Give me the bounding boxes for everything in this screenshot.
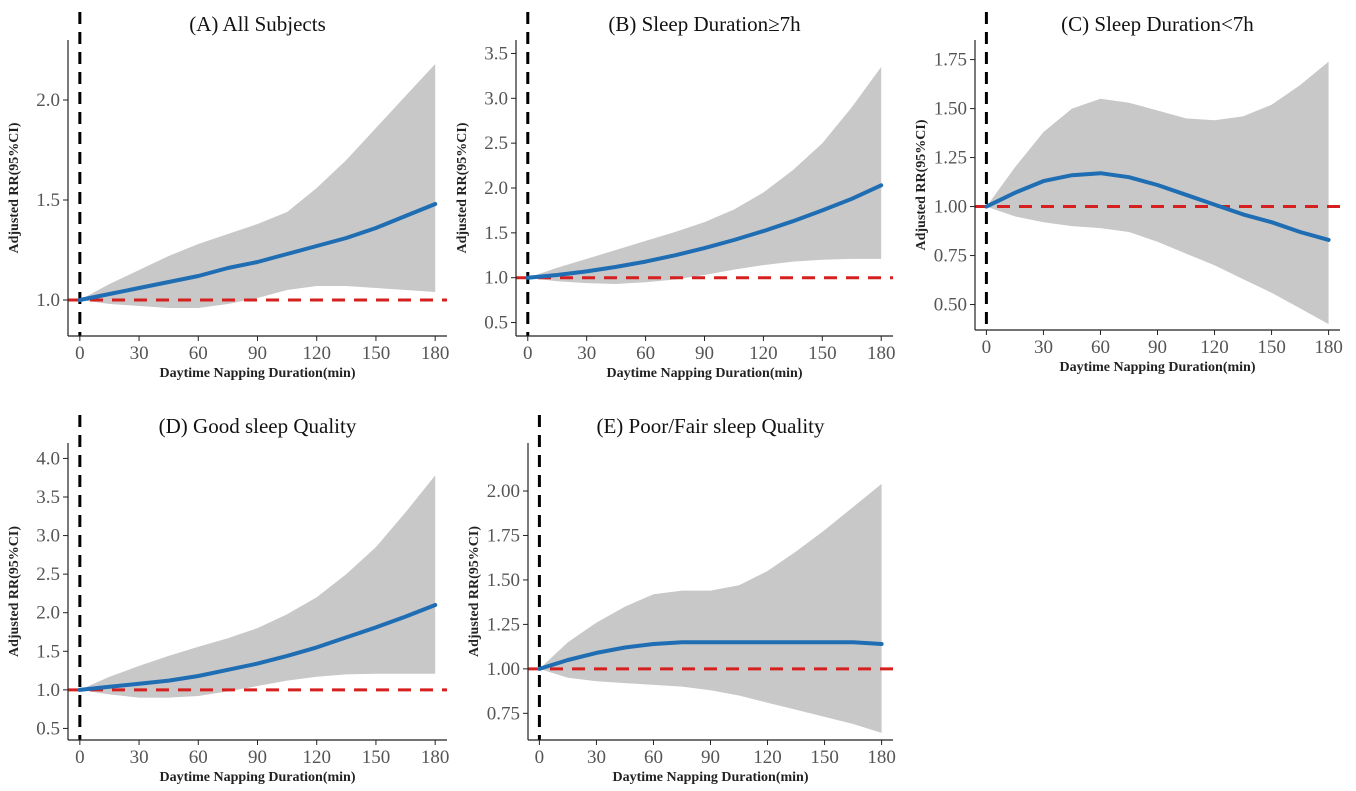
x-tick-label: 180 [867,747,896,768]
x-tick-label: 60 [189,747,208,768]
y-tick-label: 1.00 [487,659,520,680]
y-axis-label: Adjusted RR(95%CI) [467,526,482,657]
estimate-line [77,202,438,302]
panel-d: 0 30 60 90 120 150 180 0.5 1.0 1.5 2.0 2.5 3.0 3.5 4.0… [7,414,449,785]
x-tick-label: 0 [75,343,85,364]
confidence-band [79,64,436,308]
x-axis-label: Daytime Napping Duration(min) [606,366,802,381]
y-tick-label: 3.5 [484,43,508,64]
x-tick-label: 180 [867,343,896,364]
x-tick-label: 180 [421,343,450,364]
x-tick-label: 120 [1200,337,1229,358]
y-tick-label: 2.0 [36,90,60,111]
estimate-line [77,603,438,692]
y-tick-label: 1.75 [487,525,520,546]
x-tick-label: 0 [535,747,545,768]
confidence-band [79,475,436,698]
x-tick-label: 60 [189,343,208,364]
confidence-band [539,483,882,733]
x-tick-label: 120 [749,343,778,364]
x-tick-label: 30 [587,747,606,768]
x-tick-label: 30 [577,343,596,364]
y-tick-label: 1.75 [934,50,967,71]
y-tick-label: 2.0 [36,603,60,624]
panel-title: (B) Sleep Duration≥7h [608,12,801,36]
x-tick-label: 90 [701,747,720,768]
x-tick-label: 0 [982,337,992,358]
x-axis-label: Daytime Napping Duration(min) [612,770,808,785]
x-tick-label: 60 [644,747,663,768]
x-tick-label: 150 [362,343,391,364]
y-tick-label: 1.0 [36,290,60,311]
x-tick-label: 90 [248,747,267,768]
y-tick-label: 3.0 [36,526,60,547]
x-tick-label: 120 [753,747,782,768]
y-tick-label: 0.5 [484,313,508,334]
y-tick-label: 1.5 [36,641,60,662]
x-axis-label: Daytime Napping Duration(min) [159,366,355,381]
y-tick-label: 1.25 [934,148,967,169]
panel-a: 0 30 60 90 120 150 180 1.0 1.5 2.0 (A) All Subject… [7,12,449,381]
y-axis-label: Adjusted RR(95%CI) [7,526,22,657]
y-tick-label: 0.75 [934,246,967,267]
y-tick-label: 0.50 [934,295,967,316]
y-tick-label: 1.50 [934,99,967,120]
y-tick-label: 2.00 [487,481,520,502]
x-tick-label: 60 [636,343,655,364]
y-tick-label: 1.25 [487,614,520,635]
x-tick-label: 150 [1257,337,1286,358]
x-tick-label: 180 [421,747,450,768]
x-tick-label: 30 [130,343,149,364]
x-tick-label: 180 [1314,337,1343,358]
estimate-line [984,171,1331,242]
y-tick-label: 2.5 [484,133,508,154]
x-tick-label: 90 [1148,337,1167,358]
y-tick-label: 2.5 [36,564,60,585]
x-tick-label: 60 [1091,337,1110,358]
x-tick-label: 150 [808,343,837,364]
y-tick-label: 1.0 [484,268,508,289]
y-tick-label: 1.0 [36,680,60,701]
panel-title: (E) Poor/Fair sleep Quality [596,414,825,438]
confidence-band [986,61,1329,325]
x-tick-label: 150 [362,747,391,768]
estimate-line [525,183,884,280]
y-axis-label: Adjusted RR(95%CI) [914,119,929,250]
x-tick-label: 90 [695,343,714,364]
x-tick-label: 0 [75,747,85,768]
panel-c: 0 30 60 90 120 150 180 0.50 0.75 1.00 1.25 1.50 1.75… [914,12,1343,375]
y-tick-label: 3.0 [484,88,508,109]
x-axis-label: Daytime Napping Duration(min) [159,770,355,785]
y-tick-label: 1.50 [487,570,520,591]
x-tick-label: 120 [302,747,331,768]
estimate-line [537,640,884,671]
panel-title: (D) Good sleep Quality [159,414,357,438]
y-tick-label: 1.5 [36,190,60,211]
x-tick-label: 90 [248,343,267,364]
x-tick-label: 120 [302,343,331,364]
y-tick-label: 1.5 [484,223,508,244]
y-axis-label: Adjusted RR(95%CI) [7,122,22,253]
y-tick-label: 0.5 [36,718,60,739]
panel-title: (C) Sleep Duration<7h [1061,12,1254,36]
x-tick-label: 150 [810,747,839,768]
y-tick-label: 4.0 [36,448,60,469]
y-tick-label: 3.5 [36,487,60,508]
y-tick-label: 1.00 [934,197,967,218]
y-tick-label: 2.0 [484,178,508,199]
x-tick-label: 0 [523,343,533,364]
x-tick-label: 30 [130,747,149,768]
panel-title: (A) All Subjects [189,12,326,36]
y-tick-label: 0.75 [487,703,520,724]
panel-b: 0 30 60 90 120 150 180 0.5 1.0 1.5 2.0 2.5 3.0 3.5 (B)… [455,12,895,381]
y-axis-label: Adjusted RR(95%CI) [455,122,470,253]
x-tick-label: 30 [1034,337,1053,358]
panel-e: 0 30 60 90 120 150 180 0.75 1.00 1.25 1.50 1.75 2.00… [467,414,896,785]
confidence-band [527,66,882,285]
x-axis-label: Daytime Napping Duration(min) [1059,360,1255,375]
